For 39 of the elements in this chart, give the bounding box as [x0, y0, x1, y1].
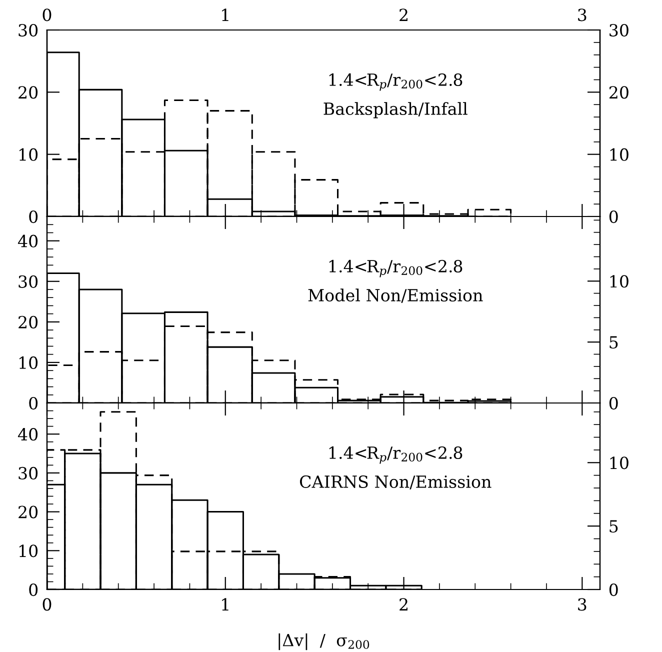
- y-tick-label: 0: [29, 583, 38, 596]
- annotation: 1.4<R$_{p}$/r$_{200}$<2.8: [329, 446, 462, 464]
- y2-tick-label: 5: [610, 336, 618, 349]
- x2-tick-label: 2: [400, 8, 408, 21]
- y2-tick-label: 0: [609, 396, 618, 410]
- annotation: Model Non/Emission: [308, 288, 483, 303]
- y-tick-label: 0: [29, 210, 38, 224]
- annotation: 1.4<R$_{p}$/r$_{200}$<2.8: [329, 260, 462, 278]
- x-tick-label: 0: [42, 598, 52, 611]
- y-tick-label: 40: [18, 234, 38, 248]
- y2-tick-label: 10: [610, 148, 628, 161]
- annotation: 1.4<R$_{p}$/r$_{200}$<2.8: [329, 73, 462, 91]
- x-tick-label: 2: [400, 598, 408, 610]
- x2-tick-label: 3: [578, 8, 586, 22]
- y2-tick-label: 0: [609, 210, 618, 224]
- y-tick-label: 30: [18, 466, 38, 480]
- y-tick-label: 20: [18, 506, 38, 518]
- annotation: CAIRNS Non/Emission: [300, 475, 492, 490]
- y-tick-label: 10: [19, 148, 38, 161]
- y-tick-label: 0: [29, 396, 38, 410]
- y-tick-label: 40: [18, 428, 38, 441]
- x-tick-label: 3: [578, 598, 586, 611]
- y-tick-label: 30: [18, 24, 38, 37]
- x-axis-title: |Δv| / σ$_{200}$: [278, 633, 370, 650]
- x2-tick-label: 0: [42, 8, 52, 22]
- y-tick-label: 20: [18, 316, 38, 328]
- y-tick-label: 10: [19, 544, 38, 558]
- y2-tick-label: 5: [610, 520, 618, 533]
- y-tick-label: 30: [18, 275, 38, 288]
- y2-tick-label: 0: [609, 583, 618, 596]
- y2-tick-label: 10: [610, 275, 628, 288]
- y-tick-label: 10: [19, 356, 38, 370]
- x-tick-label: 1: [222, 598, 228, 610]
- y2-tick-label: 20: [609, 86, 628, 99]
- y2-tick-label: 10: [610, 456, 628, 470]
- y2-tick-label: 30: [610, 24, 628, 37]
- x2-tick-label: 1: [222, 8, 228, 21]
- y-tick-label: 20: [18, 86, 38, 99]
- annotation: Backsplash/Infall: [324, 102, 468, 118]
